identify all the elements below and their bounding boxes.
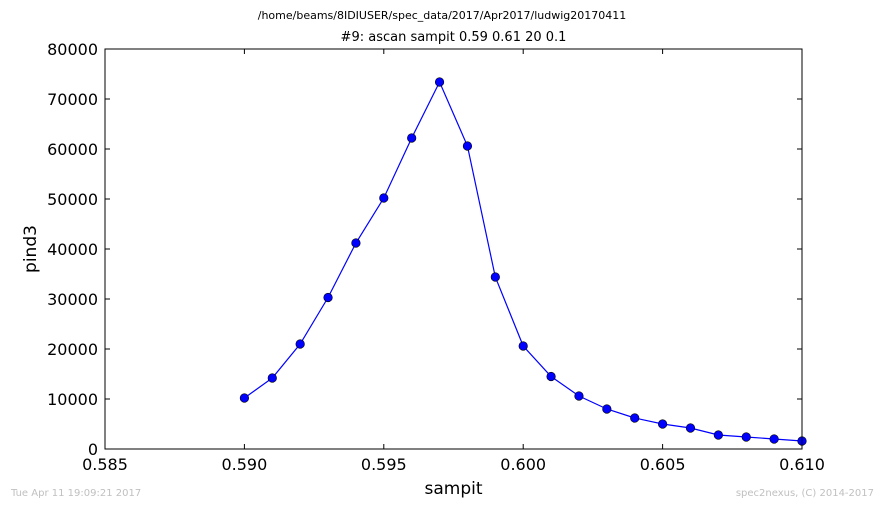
footer-timestamp: Tue Apr 11 19:09:21 2017: [11, 488, 142, 499]
x-tick-label: 0.610: [779, 455, 825, 474]
y-tick-label: 0: [88, 440, 98, 459]
data-point: [518, 341, 528, 351]
y-axis-label: pind3: [21, 225, 41, 273]
x-tick-label: 0.585: [82, 455, 128, 474]
y-tick-label: 50000: [47, 190, 98, 209]
series-marker-layer: [239, 77, 807, 446]
y-tick-label: 70000: [47, 90, 98, 109]
y-tick-label: 40000: [47, 240, 98, 259]
chart-title: #9: ascan sampit 0.59 0.61 20 0.1: [340, 30, 567, 45]
data-point: [323, 292, 333, 303]
series-line-layer: [244, 80, 803, 442]
y-tick-label: 30000: [47, 290, 98, 309]
x-tick-label: 0.600: [500, 455, 546, 474]
x-axis-label: sampit: [424, 479, 482, 499]
data-point: [462, 141, 473, 151]
y-tick-label: 60000: [47, 140, 98, 159]
data-point: [239, 393, 249, 403]
data-point: [685, 423, 696, 433]
data-point: [379, 193, 389, 203]
x-tick-label: 0.605: [640, 455, 686, 474]
y-tick-label: 80000: [47, 40, 98, 59]
data-point: [407, 133, 417, 143]
file-path-header: /home/beams/8IDIUSER/spec_data/2017/Apr2…: [257, 9, 627, 22]
footer-credit: spec2nexus, (C) 2014-2017: [735, 488, 874, 499]
data-point: [630, 413, 640, 423]
data-point: [602, 404, 612, 414]
data-point: [769, 434, 779, 444]
data-point: [351, 238, 361, 248]
x-tick-label: 0.595: [361, 455, 407, 474]
data-point: [295, 339, 305, 349]
data-point: [267, 373, 277, 383]
data-point: [657, 419, 668, 429]
data-point: [741, 432, 751, 442]
data-point: [713, 430, 723, 440]
axis-ticks: 0.585 0.590 0.595 0.600 0.605 0.610 0 10000 2000…: [47, 40, 825, 474]
data-point: [490, 272, 500, 282]
data-point: [574, 391, 584, 401]
data-point: [546, 371, 556, 382]
y-tick-label: 20000: [47, 340, 98, 359]
data-point: [434, 77, 445, 87]
y-tick-label: 10000: [47, 390, 98, 409]
plot-frame: [104, 48, 803, 450]
x-tick-label: 0.590: [221, 455, 267, 474]
series-line: [244, 80, 803, 442]
